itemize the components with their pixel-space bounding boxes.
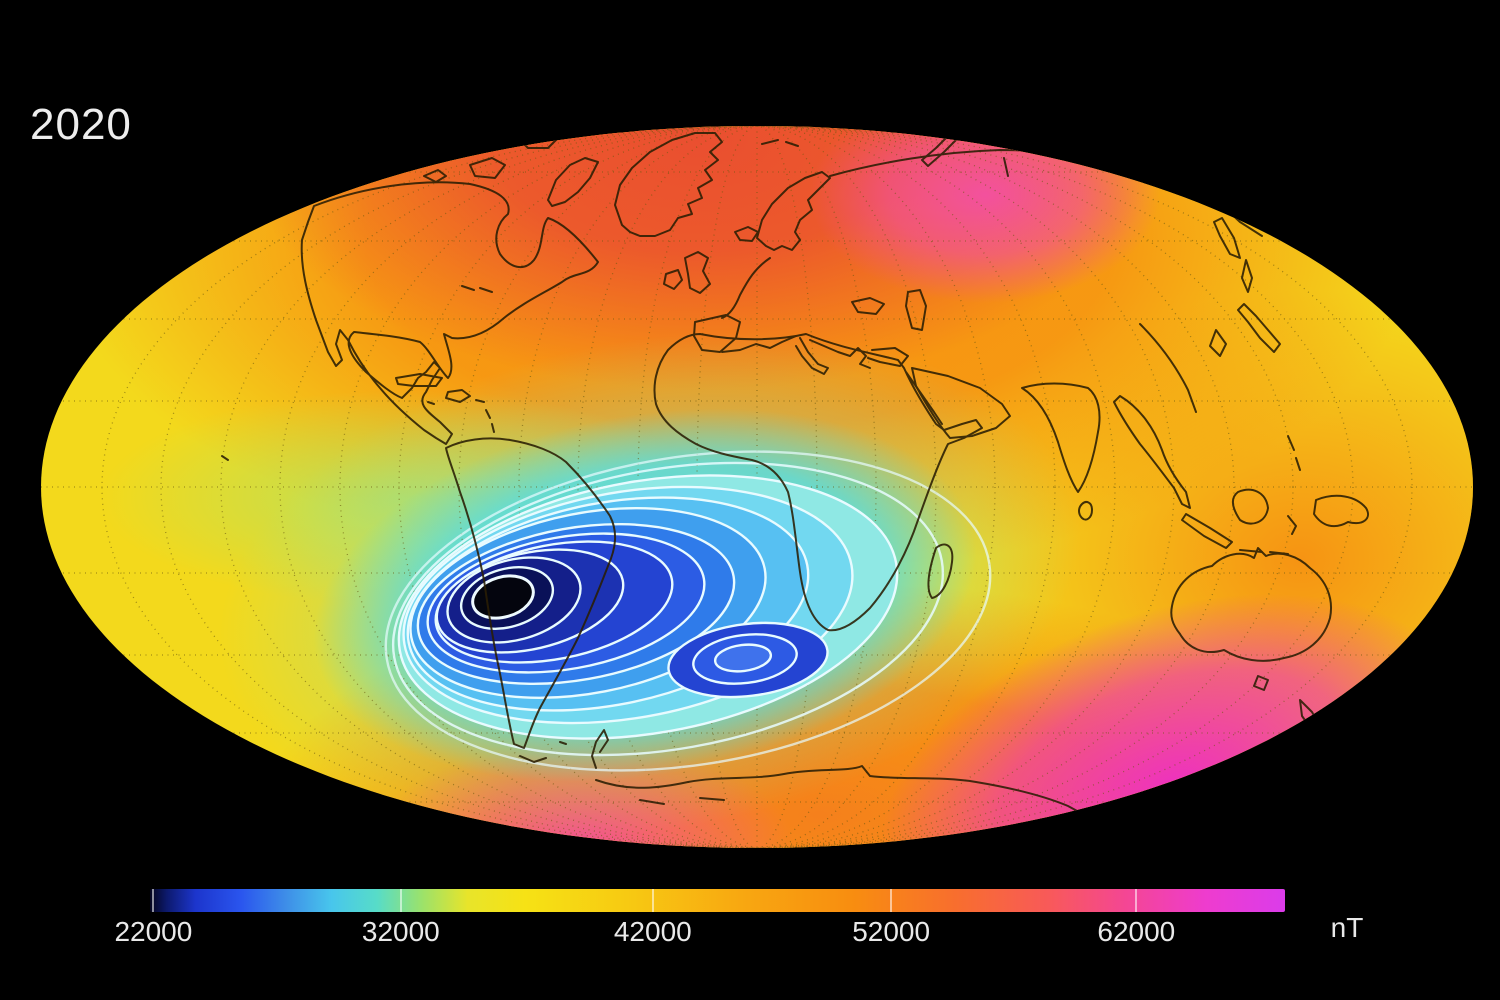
colorbar-tick-label: 42000 bbox=[613, 916, 692, 947]
colorbar-tick-label: 32000 bbox=[361, 916, 440, 947]
colorbar-unit-label: nT bbox=[1330, 912, 1364, 943]
colorbar-tick bbox=[651, 889, 654, 912]
colorbar-tick bbox=[890, 889, 893, 912]
coast-europe bbox=[693, 257, 927, 375]
south-atlantic-anomaly bbox=[384, 450, 992, 772]
coast-arabia bbox=[911, 367, 1011, 439]
coastlines bbox=[221, 129, 1369, 819]
coast-east-asia bbox=[1139, 217, 1281, 413]
coast-scandinavia bbox=[756, 171, 831, 251]
coast-new-guinea bbox=[1313, 494, 1369, 528]
coast-islands-misc bbox=[221, 285, 567, 745]
coast-madagascar bbox=[927, 543, 954, 599]
colorbar-gradient bbox=[150, 889, 1285, 912]
year-label: 2020 bbox=[30, 100, 132, 149]
colorbar-tick-label: 52000 bbox=[852, 916, 931, 947]
coast-south-america bbox=[445, 437, 616, 763]
coast-arctic-islands bbox=[423, 129, 599, 207]
colorbar-tick-label: 62000 bbox=[1097, 916, 1176, 947]
coast-iceland bbox=[734, 226, 759, 242]
coast-caribbean bbox=[395, 373, 495, 433]
colorbar-tick-label: 22000 bbox=[114, 916, 193, 947]
coast-australia bbox=[1170, 547, 1332, 691]
coast-antarctica bbox=[591, 729, 1091, 819]
colorbar-tick bbox=[1135, 889, 1138, 912]
coast-india bbox=[1021, 382, 1101, 521]
coast-british-isles bbox=[663, 251, 711, 294]
coast-north-america bbox=[300, 181, 599, 445]
coast-africa bbox=[653, 333, 983, 632]
colorbar-tick bbox=[152, 889, 155, 912]
colorbar-tick bbox=[399, 889, 402, 912]
coast-greenland bbox=[614, 132, 723, 237]
colorbar-labels: 22000 32000 42000 52000 62000 bbox=[114, 916, 1285, 950]
